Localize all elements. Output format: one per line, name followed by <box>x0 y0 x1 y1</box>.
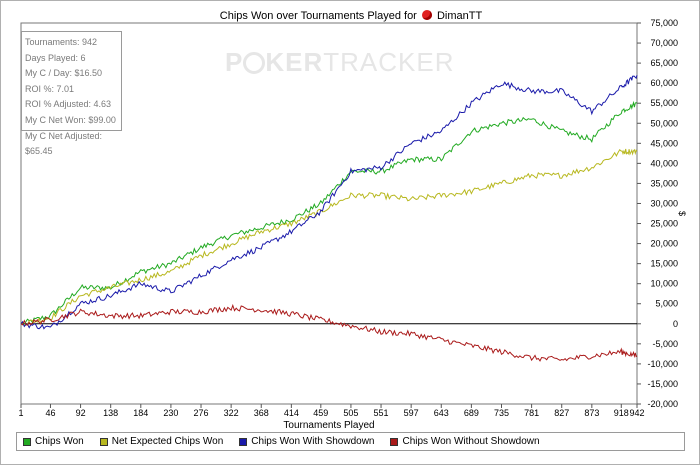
legend-item-without-showdown[interactable]: Chips Won Without Showdown <box>390 436 540 447</box>
x-tick-label: 873 <box>584 408 599 418</box>
x-tick-label: 942 <box>629 408 644 418</box>
y-tick-label: 5,000 <box>655 299 678 309</box>
stat-days-played: Days Played: 6 <box>25 52 86 63</box>
x-tick-label: 781 <box>524 408 539 418</box>
stats-box: Tournaments: 942 Days Played: 6 My C / D… <box>21 31 122 156</box>
y-tick-label: 30,000 <box>650 198 678 208</box>
pokertracker-watermark: P KERTRACKER <box>225 47 455 77</box>
stat-my-c-day: My C / Day: $16.50 <box>25 68 103 79</box>
y-tick-label: 65,000 <box>650 58 678 68</box>
chart-title: Chips Won over Tournaments Played for Di… <box>1 10 700 22</box>
y-tick-label: -15,000 <box>647 379 678 389</box>
x-tick-label: 918 <box>614 408 629 418</box>
x-tick-label: 138 <box>103 408 118 418</box>
x-axis-label: Tournaments Played <box>283 420 374 431</box>
y-tick-label: 55,000 <box>650 98 678 108</box>
x-tick-label: 230 <box>163 408 178 418</box>
legend-item-chips-won[interactable]: Chips Won <box>23 436 84 447</box>
stat-tournaments: Tournaments: 942 <box>25 37 98 47</box>
legend-item-with-showdown[interactable]: Chips Won With Showdown <box>239 436 374 447</box>
y-tick-label: 35,000 <box>650 178 678 188</box>
poker-chip-icon <box>243 52 266 74</box>
x-tick-label: 46 <box>45 408 55 418</box>
x-tick-label: 735 <box>494 408 509 418</box>
x-tick-label: 597 <box>404 408 419 418</box>
x-tick-label: 643 <box>434 408 449 418</box>
y-tick-label: 15,000 <box>650 259 678 269</box>
legend-label: Chips Won Without Showdown <box>402 436 540 447</box>
legend-label: Chips Won With Showdown <box>251 436 375 447</box>
x-tick-label: 322 <box>224 408 239 418</box>
x-tick-label: 92 <box>76 408 86 418</box>
y-tick-label: 45,000 <box>650 138 678 148</box>
x-tick-label: 414 <box>284 408 299 418</box>
y-tick-label: 50,000 <box>650 118 678 128</box>
legend-item-net-expected[interactable]: Net Expected Chips Won <box>99 436 224 447</box>
y-tick-label: 0 <box>673 319 678 329</box>
x-tick-label: 184 <box>133 408 148 418</box>
series-line-chips-won-without-showdown <box>20 303 638 362</box>
x-tick-label: 551 <box>374 408 389 418</box>
plot-area <box>20 22 638 405</box>
y-axis-label: $ <box>677 211 687 216</box>
series-line-chips-won-with-showdown <box>20 74 638 330</box>
stat-roi: ROI %: 7.01 <box>25 83 75 94</box>
legend-swatch <box>99 437 108 446</box>
x-tick-label: 1 <box>18 408 23 418</box>
x-tick-label: 276 <box>194 408 209 418</box>
y-tick-label: 20,000 <box>650 239 678 249</box>
x-tick-label: 689 <box>464 408 479 418</box>
legend-swatch <box>239 437 248 446</box>
stat-my-c-net-adjusted: My C Net Adjusted: $65.45 <box>25 130 103 157</box>
legend-label: Net Expected Chips Won <box>111 436 224 447</box>
chart-title-text: Chips Won over Tournaments Played for <box>219 10 417 22</box>
chart-title-user: DimanTT <box>436 10 483 22</box>
y-tick-label: 60,000 <box>650 78 678 88</box>
series-line-chips-won <box>20 100 638 325</box>
chart-legend: Chips Won Net Expected Chips Won Chips W… <box>16 432 685 451</box>
x-tick-label: 368 <box>254 408 269 418</box>
x-tick-label: 505 <box>343 408 358 418</box>
y-tick-label: -20,000 <box>647 399 678 409</box>
y-tick-label: 70,000 <box>650 38 678 48</box>
x-tick-label: 827 <box>554 408 569 418</box>
y-tick-label: -10,000 <box>647 359 678 369</box>
stat-roi-adjusted: ROI % Adjusted: 4.63 <box>25 99 112 110</box>
y-tick-label: -5,000 <box>652 339 678 349</box>
series-line-net-expected-chips-won <box>20 148 638 327</box>
legend-swatch <box>390 437 399 446</box>
legend-swatch <box>23 437 31 446</box>
x-tick-label: 459 <box>313 408 328 418</box>
legend-label: Chips Won <box>35 436 84 447</box>
y-tick-label: 10,000 <box>650 279 678 289</box>
y-tick-label: 75,000 <box>650 18 678 28</box>
y-tick-label: 40,000 <box>650 158 678 168</box>
y-tick-label: 25,000 <box>650 219 678 229</box>
stat-my-c-net-won: My C Net Won: $99.00 <box>25 114 116 125</box>
user-bomb-icon <box>421 10 432 20</box>
